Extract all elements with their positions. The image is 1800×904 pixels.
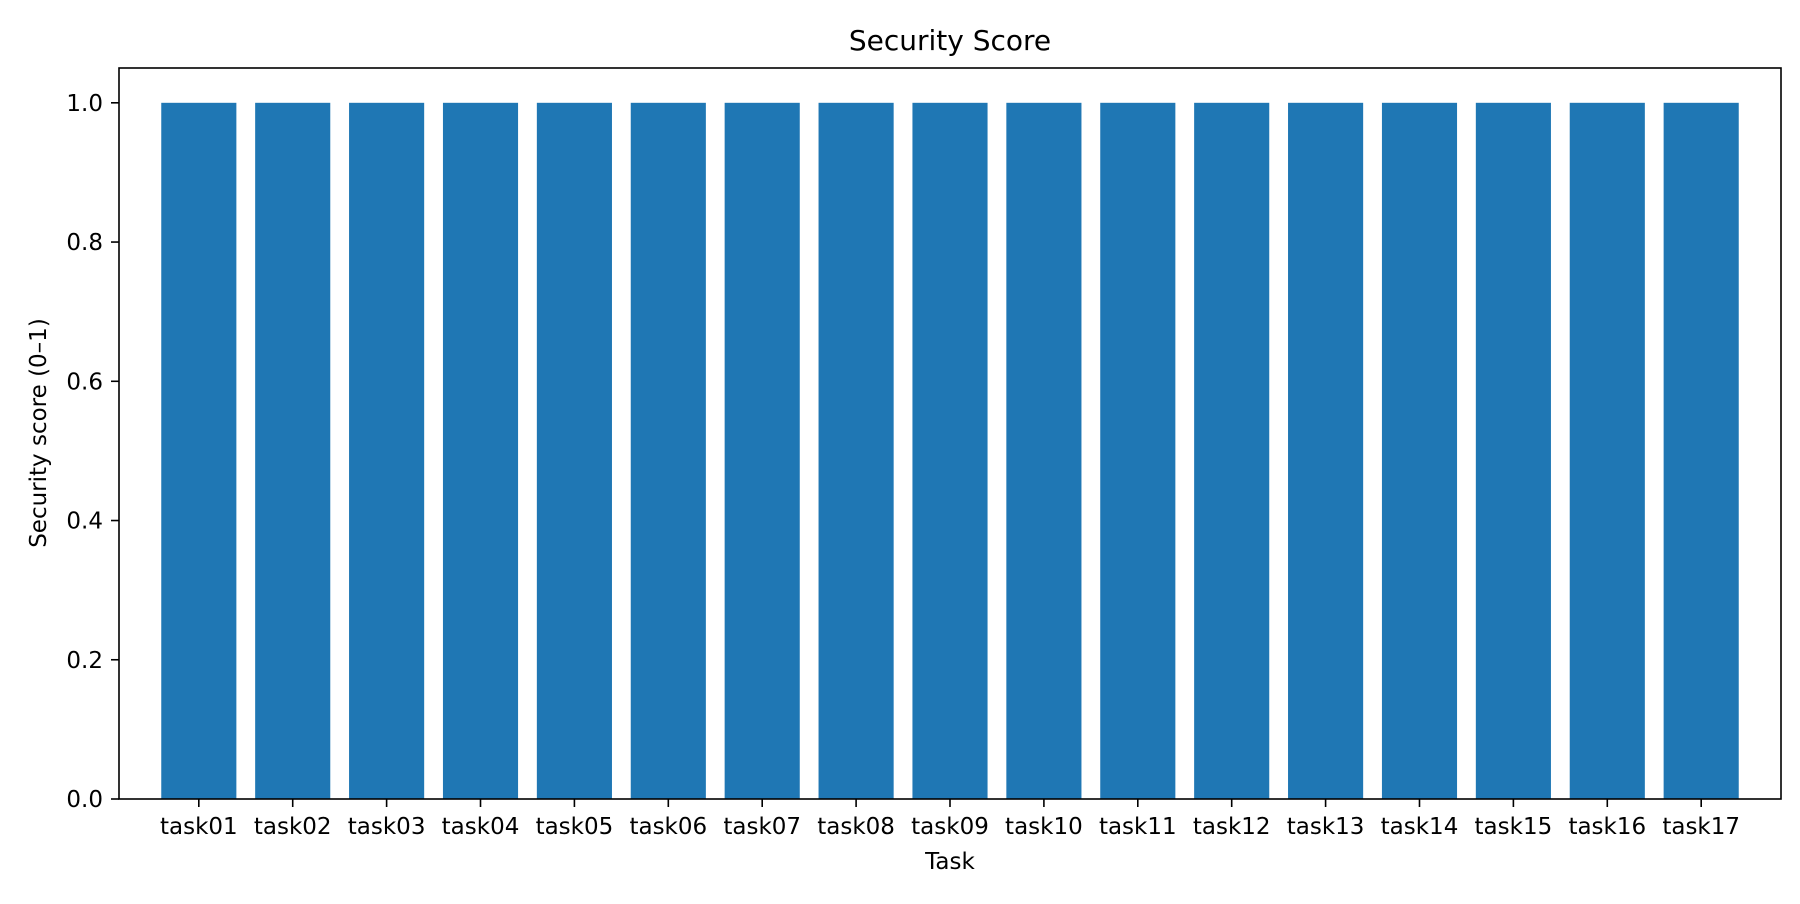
x-tick-label: task02	[254, 814, 332, 840]
x-tick-label: task13	[1287, 814, 1365, 840]
y-axis-label: Security score (0–1)	[26, 318, 52, 548]
bar-task16	[1569, 102, 1645, 800]
plot-frame	[118, 67, 1782, 800]
x-ticks: task01 task02 task03 task04 task05 task06 task…	[160, 799, 1740, 840]
bar-task11	[1100, 102, 1176, 800]
x-axis-label: Task	[924, 849, 975, 875]
x-tick-label: task11	[1099, 814, 1177, 840]
x-tick-label: task09	[911, 814, 989, 840]
x-tick-label: task03	[348, 814, 426, 840]
bar-task13	[1288, 102, 1364, 800]
bar-task07	[724, 102, 800, 800]
y-tick-label: 1.0	[66, 91, 103, 117]
x-tick-label: task08	[817, 814, 895, 840]
bar-task02	[255, 102, 331, 800]
bar-task14	[1381, 102, 1458, 800]
x-tick-label: task15	[1475, 814, 1553, 840]
bars-layer	[161, 102, 1739, 800]
x-tick-label: task07	[723, 814, 801, 840]
y-ticks: 0.0 0.2 0.4 0.6 0.8 1.0	[66, 91, 119, 813]
x-tick-label: task06	[629, 814, 707, 840]
y-tick-label: 0.8	[66, 230, 103, 256]
chart-title: Security Score	[849, 24, 1051, 57]
x-tick-label: task14	[1381, 814, 1459, 840]
bar-task08	[818, 102, 894, 800]
bar-task10	[1006, 102, 1082, 800]
bar-task17	[1663, 102, 1739, 800]
bar-task05	[536, 102, 612, 800]
bar-task04	[442, 102, 519, 800]
x-tick-label: task10	[1005, 814, 1083, 840]
y-tick-label: 0.6	[66, 369, 103, 395]
y-tick-label: 0.0	[66, 787, 103, 813]
x-tick-label: task17	[1662, 814, 1740, 840]
x-tick-label: task01	[160, 814, 238, 840]
bar-task01	[161, 102, 237, 800]
bar-task15	[1475, 102, 1551, 800]
bar-task06	[630, 102, 706, 800]
y-tick-label: 0.4	[66, 509, 103, 535]
bar-task03	[349, 102, 425, 800]
x-tick-label: task12	[1193, 814, 1271, 840]
x-tick-label: task05	[536, 814, 614, 840]
y-tick-label: 0.2	[66, 648, 103, 674]
bar-task12	[1194, 102, 1270, 800]
x-tick-label: task04	[442, 814, 520, 840]
bar-task09	[912, 102, 988, 800]
x-tick-label: task16	[1568, 814, 1646, 840]
